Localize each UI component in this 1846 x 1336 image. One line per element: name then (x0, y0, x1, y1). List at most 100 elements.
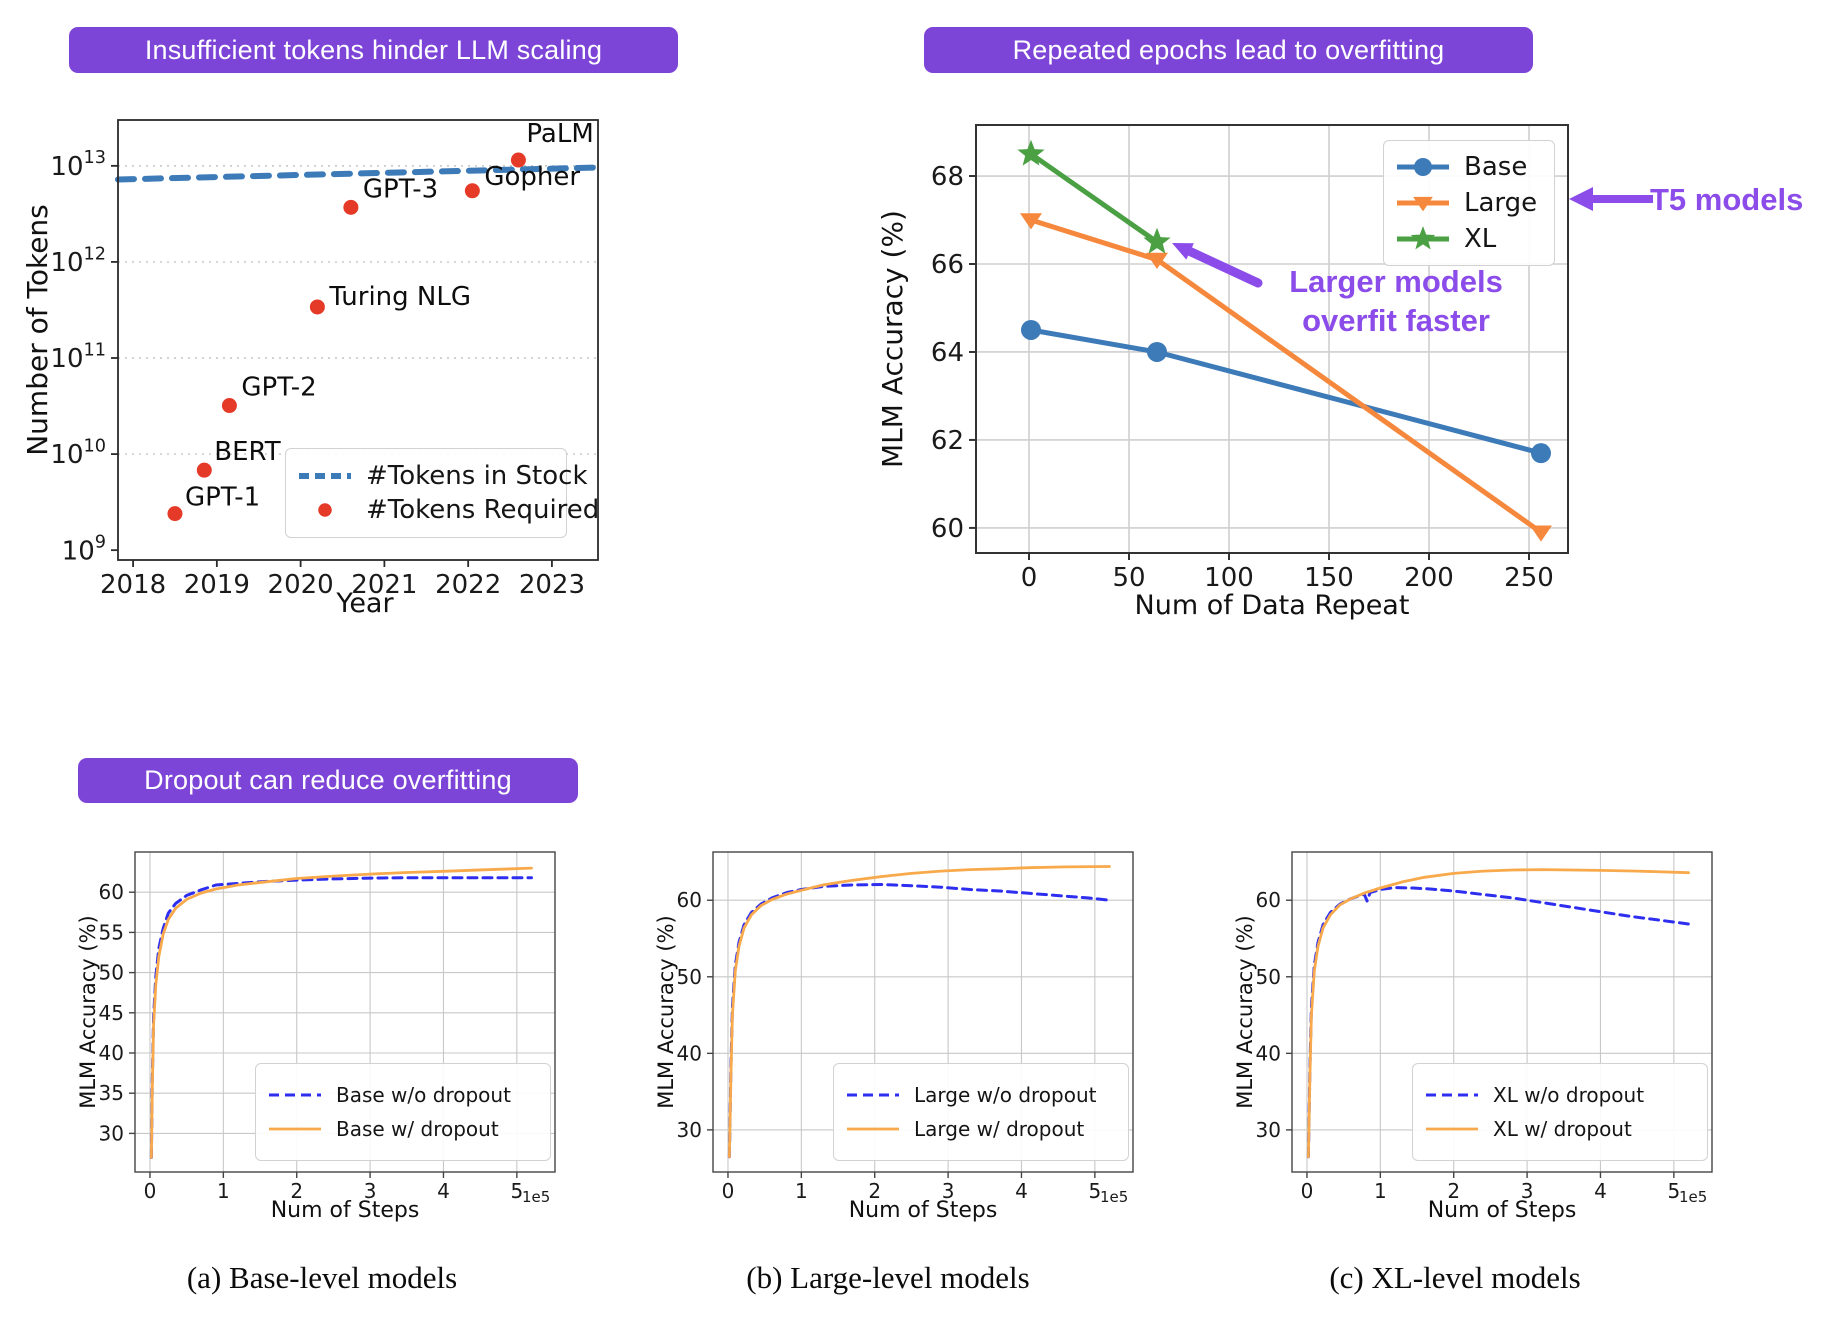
legend-label: Large w/o dropout (914, 1083, 1097, 1107)
legend-sample (299, 473, 351, 479)
t5-arrow-head (1569, 187, 1593, 211)
legend-sample (1397, 158, 1449, 176)
x-tick-label: 3 (942, 1179, 955, 1203)
overfit-arrow-shaft (1183, 246, 1263, 288)
legend-sample (269, 1093, 321, 1097)
y-tick-label: 30 (1256, 1118, 1281, 1142)
data-point-star (1017, 139, 1045, 166)
caption-large: (b) Large-level models (746, 1260, 1030, 1295)
x-tick-label: 250 (1504, 563, 1554, 593)
dropout-large-y-axis-label: MLM Accuracy (%) (654, 915, 678, 1109)
legend-item: Base w/ dropout (266, 1116, 540, 1142)
legend-item: XL w/ dropout (1423, 1116, 1697, 1142)
x-tick-label: 100 (1204, 563, 1254, 593)
dropout-xl-chart: 0 1 2 3 4 5 30 40 50 60 (1256, 851, 1713, 1203)
y-tick-label: 50 (1256, 965, 1281, 989)
y-tick-label: 55 (99, 920, 124, 944)
repeat-legend: Base Large XL (1383, 140, 1555, 266)
data-point-circle (1414, 158, 1432, 176)
series-line (728, 865, 1111, 1159)
x-tick-label: 2019 (184, 570, 250, 600)
banner-insufficient-tokens: Insufficient tokens hinder LLM scaling (69, 27, 678, 73)
banner-dropout: Dropout can reduce overfitting (78, 758, 578, 803)
t5-models-arrow (1569, 187, 1653, 211)
y-tick-label: 60 (1256, 888, 1281, 912)
y-tick-label: 109 (62, 533, 106, 567)
legend-label: Large (1464, 188, 1538, 218)
legend-sample (269, 1127, 321, 1131)
x-tick-label: 200 (1404, 563, 1454, 593)
series-line (1307, 868, 1690, 1159)
tokens-scatter-chart: GPT-1 BERT GPT-2 Turing NLG GPT-3 Gopher PaLM 2… (50, 119, 601, 600)
x-tick-label: 2022 (435, 570, 501, 600)
overfit-annotation-line1: Larger models (1289, 264, 1503, 299)
legend-item: #Tokens Required (296, 495, 599, 525)
legend-sample (1397, 196, 1449, 212)
x-tick-label: 4 (1594, 1179, 1607, 1203)
overfit-arrow-head (1172, 243, 1194, 260)
caption-xl: (c) XL-level models (1329, 1260, 1581, 1295)
legend-sample (1426, 1093, 1478, 1097)
legend-label: Base (1464, 152, 1528, 182)
y-tick-label: 64 (931, 338, 964, 368)
tokens-legend: #Tokens in Stock #Tokens Required (285, 448, 599, 538)
data-point-triangle (1020, 213, 1042, 230)
t5-models-annotation: T5 models (1650, 182, 1804, 217)
legend-item: #Tokens in Stock (296, 461, 588, 491)
data-point-star (1410, 226, 1436, 250)
x-tick-label: 50 (1112, 563, 1145, 593)
dropout-large-legend: Large w/o dropout Large w/ dropout (833, 1063, 1129, 1161)
y-tick-label: 30 (99, 1121, 124, 1145)
x-tick-label: 2 (868, 1179, 881, 1203)
x-tick-label: 5 (1667, 1179, 1680, 1203)
y-tick-label: 60 (931, 514, 964, 544)
legend-item: Base w/o dropout (266, 1082, 540, 1108)
data-point-circle (167, 506, 183, 522)
dropout-base-legend: Base w/o dropout Base w/ dropout (255, 1063, 551, 1161)
data-point-circle (309, 299, 325, 315)
legend-label: Base w/o dropout (336, 1083, 511, 1107)
x-tick-label: 0 (1301, 1179, 1314, 1203)
y-tick-label: 1011 (50, 340, 106, 374)
x-tick-label: 2020 (268, 570, 334, 600)
series-line (150, 866, 533, 1159)
dropout-xl-legend: XL w/o dropout XL w/ dropout (1412, 1063, 1708, 1161)
data-point-circle (343, 199, 359, 215)
data-point-circle (1531, 443, 1551, 464)
x-tick-label: 0 (1021, 563, 1038, 593)
y-tick-label: 30 (677, 1118, 702, 1142)
x-tick-label: 0 (144, 1179, 157, 1203)
legend-label: #Tokens in Stock (366, 461, 588, 491)
x-tick-label: 1 (1374, 1179, 1387, 1203)
overfit-faster-arrow (1172, 243, 1263, 288)
legend-item: XL w/o dropout (1423, 1082, 1697, 1108)
point-label: PaLM (526, 119, 593, 149)
y-tick-label: 50 (99, 961, 124, 985)
y-tick-label: 68 (931, 162, 964, 192)
legend-label: #Tokens Required (366, 495, 600, 525)
y-tick-label: 1010 (50, 436, 106, 470)
axes-box (1291, 851, 1713, 1173)
dropout-large-x-axis-label: Num of Steps (848, 1198, 998, 1223)
series-line (1028, 151, 1160, 245)
x-tick-label: 5 (1088, 1179, 1101, 1203)
x-tick-label: 0 (722, 1179, 735, 1203)
data-point-circle (196, 462, 212, 478)
legend-sample (318, 503, 332, 517)
data-point-circle (318, 503, 332, 517)
legend-sample (847, 1127, 899, 1131)
y-tick-label: 40 (677, 1041, 702, 1065)
y-tick-label: 40 (99, 1041, 124, 1065)
y-tick-label: 60 (677, 888, 702, 912)
x-tick-label: 2 (1447, 1179, 1460, 1203)
x-tick-label: 2021 (351, 570, 417, 600)
point-label: BERT (214, 437, 280, 467)
dropout-base-axis-offset: 1e5 (522, 1188, 551, 1206)
banner-repeated-epochs: Repeated epochs lead to overfitting (924, 27, 1533, 73)
axes-box (712, 851, 1134, 1173)
legend-item: XL (1394, 224, 1544, 254)
data-point-circle (510, 152, 526, 168)
x-tick-label: 4 (437, 1179, 450, 1203)
